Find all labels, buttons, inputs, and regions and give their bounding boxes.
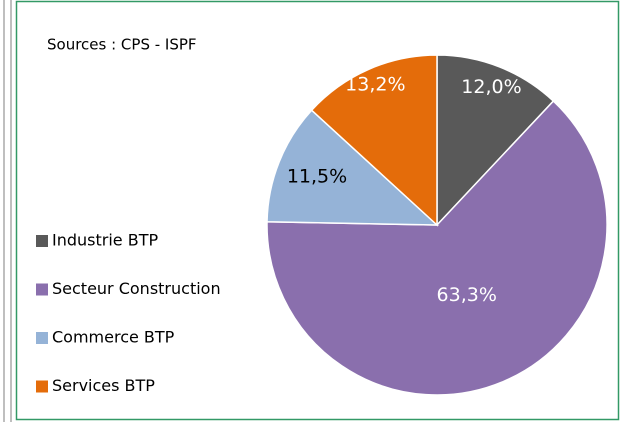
- legend-swatch: [36, 332, 48, 344]
- pie-slice: [266, 109, 439, 226]
- legend-label: Industrie BTP: [52, 231, 158, 250]
- source-note: Sources : CPS - ISPF: [47, 36, 197, 54]
- legend-swatch: [36, 380, 48, 393]
- legend-swatch: [36, 283, 48, 296]
- legend-swatch: [36, 235, 48, 247]
- data-label: 11,5%: [287, 166, 347, 188]
- data-label: 13,2%: [345, 73, 405, 95]
- pie-slice: [266, 100, 608, 396]
- pie-slice: [436, 54, 555, 227]
- pie-slice: [310, 54, 438, 227]
- data-label: 63,3%: [437, 284, 497, 306]
- legend-label: Commerce BTP: [52, 328, 175, 347]
- data-label: 12,0%: [461, 76, 521, 98]
- legend-label: Services BTP: [52, 376, 155, 395]
- legend-label: Secteur Construction: [52, 279, 221, 298]
